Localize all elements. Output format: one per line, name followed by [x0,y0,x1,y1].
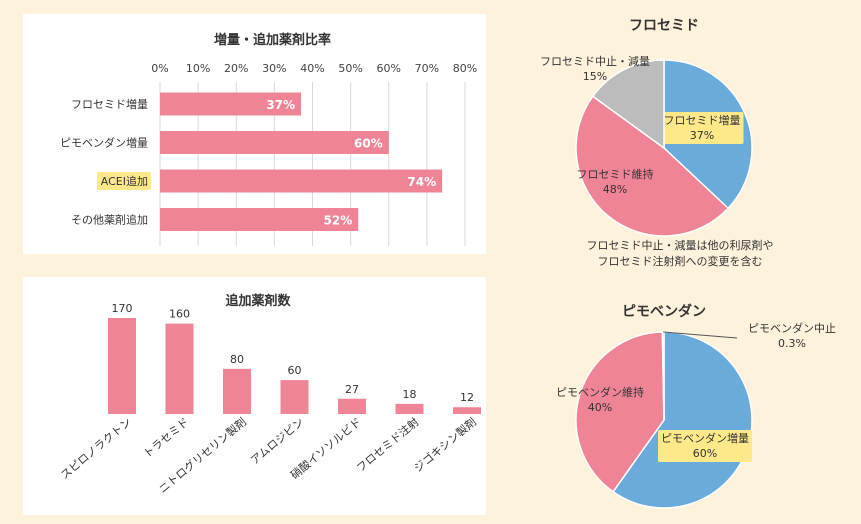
x-tick-label: 80% [453,62,477,75]
slice-label-highlight [660,112,744,144]
pie-slice [591,59,665,150]
bar [160,131,389,154]
slice-value-label: 60% [693,447,717,460]
bar-value-label: 80 [230,353,244,366]
category-label: ACEI追加 [101,174,148,188]
count-chart: 追加薬剤数170スピロノラクトン160トラセミド80ニトログリセリン製剤60アム… [58,293,481,496]
bar-value-label: 60% [354,137,383,151]
furosemide-note-line-1: フロセミド中止・減量は他の利尿剤や [586,239,774,252]
slice-label: フロセミド増量 [664,114,741,127]
x-tick-label: 20% [224,62,248,75]
bar-value-label: 18 [403,388,417,401]
x-tick-label: 70% [415,62,439,75]
slice-value-label: 48% [603,183,627,196]
x-tick-label: 40% [300,62,324,75]
x-tick-label: 10% [186,62,210,75]
bar-value-label: 27 [345,383,359,396]
chart-title: ピモベンダン [622,303,706,320]
category-label: アムロジピン [248,415,306,467]
bar [160,169,443,193]
bar [160,208,359,231]
x-tick-label: 60% [377,62,401,75]
x-tick-label: 0% [151,62,168,75]
bar [280,380,309,414]
slice-label: ピモベンダン中止 [748,321,836,335]
bar-value-label: 52% [324,214,353,228]
slice-label: フロセミド中止・減量 [540,54,650,68]
leader-line [663,331,738,339]
ratio-chart: 増量・追加薬剤比率 0% 10% 20% 30% 40% 50% 60% 70% 80% フロセミド… [60,32,477,246]
bar [395,403,424,414]
x-tick-label: 50% [338,62,362,75]
category-label: トラセミド [141,415,191,460]
category-label: その他薬剤追加 [71,213,148,227]
furosemide-note: フロセミド中止・減量は他の利尿剤や フロセミド注射剤への変更を含む [505,238,855,270]
pie-slice [575,95,730,237]
slice-label: フロセミド維持 [577,167,654,181]
bar [160,92,302,116]
x-tick-label: 30% [262,62,286,75]
category-label: スピロノラクトン [58,415,134,482]
bar-value-label: 74% [407,175,436,189]
chart-title: 増量・追加薬剤比率 [214,32,331,48]
bar [223,368,251,414]
category-highlight [97,172,151,190]
bar [453,407,481,414]
bar-value-label: 170 [112,302,133,315]
chart-title: フロセミド [629,18,699,34]
bar [338,398,366,414]
bar [165,323,194,414]
slice-value-label: 37% [690,129,714,142]
bar-value-label: 37% [266,98,295,112]
slice-value-label: 15% [583,70,607,83]
slice-label-highlight [658,430,752,462]
slice-value-label: 40% [588,401,612,414]
chart-title: 追加薬剤数 [225,293,291,309]
furosemide-note-line-2: フロセミド注射剤への変更を含む [597,255,763,268]
pie-slice [575,331,665,493]
slice-value-label: 0.3% [778,337,806,350]
slice-label: ピモベンダン増量 [661,431,749,445]
category-label: ジゴキシン製剤 [411,415,479,475]
bar-value-label: 60 [288,364,302,377]
bar [108,318,136,414]
category-label: ピモベンダン増量 [60,136,148,150]
ratio-chart-panel: 増量・追加薬剤比率 0% 10% 20% 30% 40% 50% 60% 70% 80% フロセミド… [23,14,486,254]
bar-value-label: 160 [169,308,190,321]
slice-label: ピモベンダン維持 [556,385,644,399]
count-chart-panel: 追加薬剤数 170 スピロノラクトン 160 トラセミド 80 ニトログリセリン製剤 60 アム… [23,277,486,515]
category-label: フロセミド増量 [71,98,148,111]
bar-value-label: 12 [460,391,474,404]
